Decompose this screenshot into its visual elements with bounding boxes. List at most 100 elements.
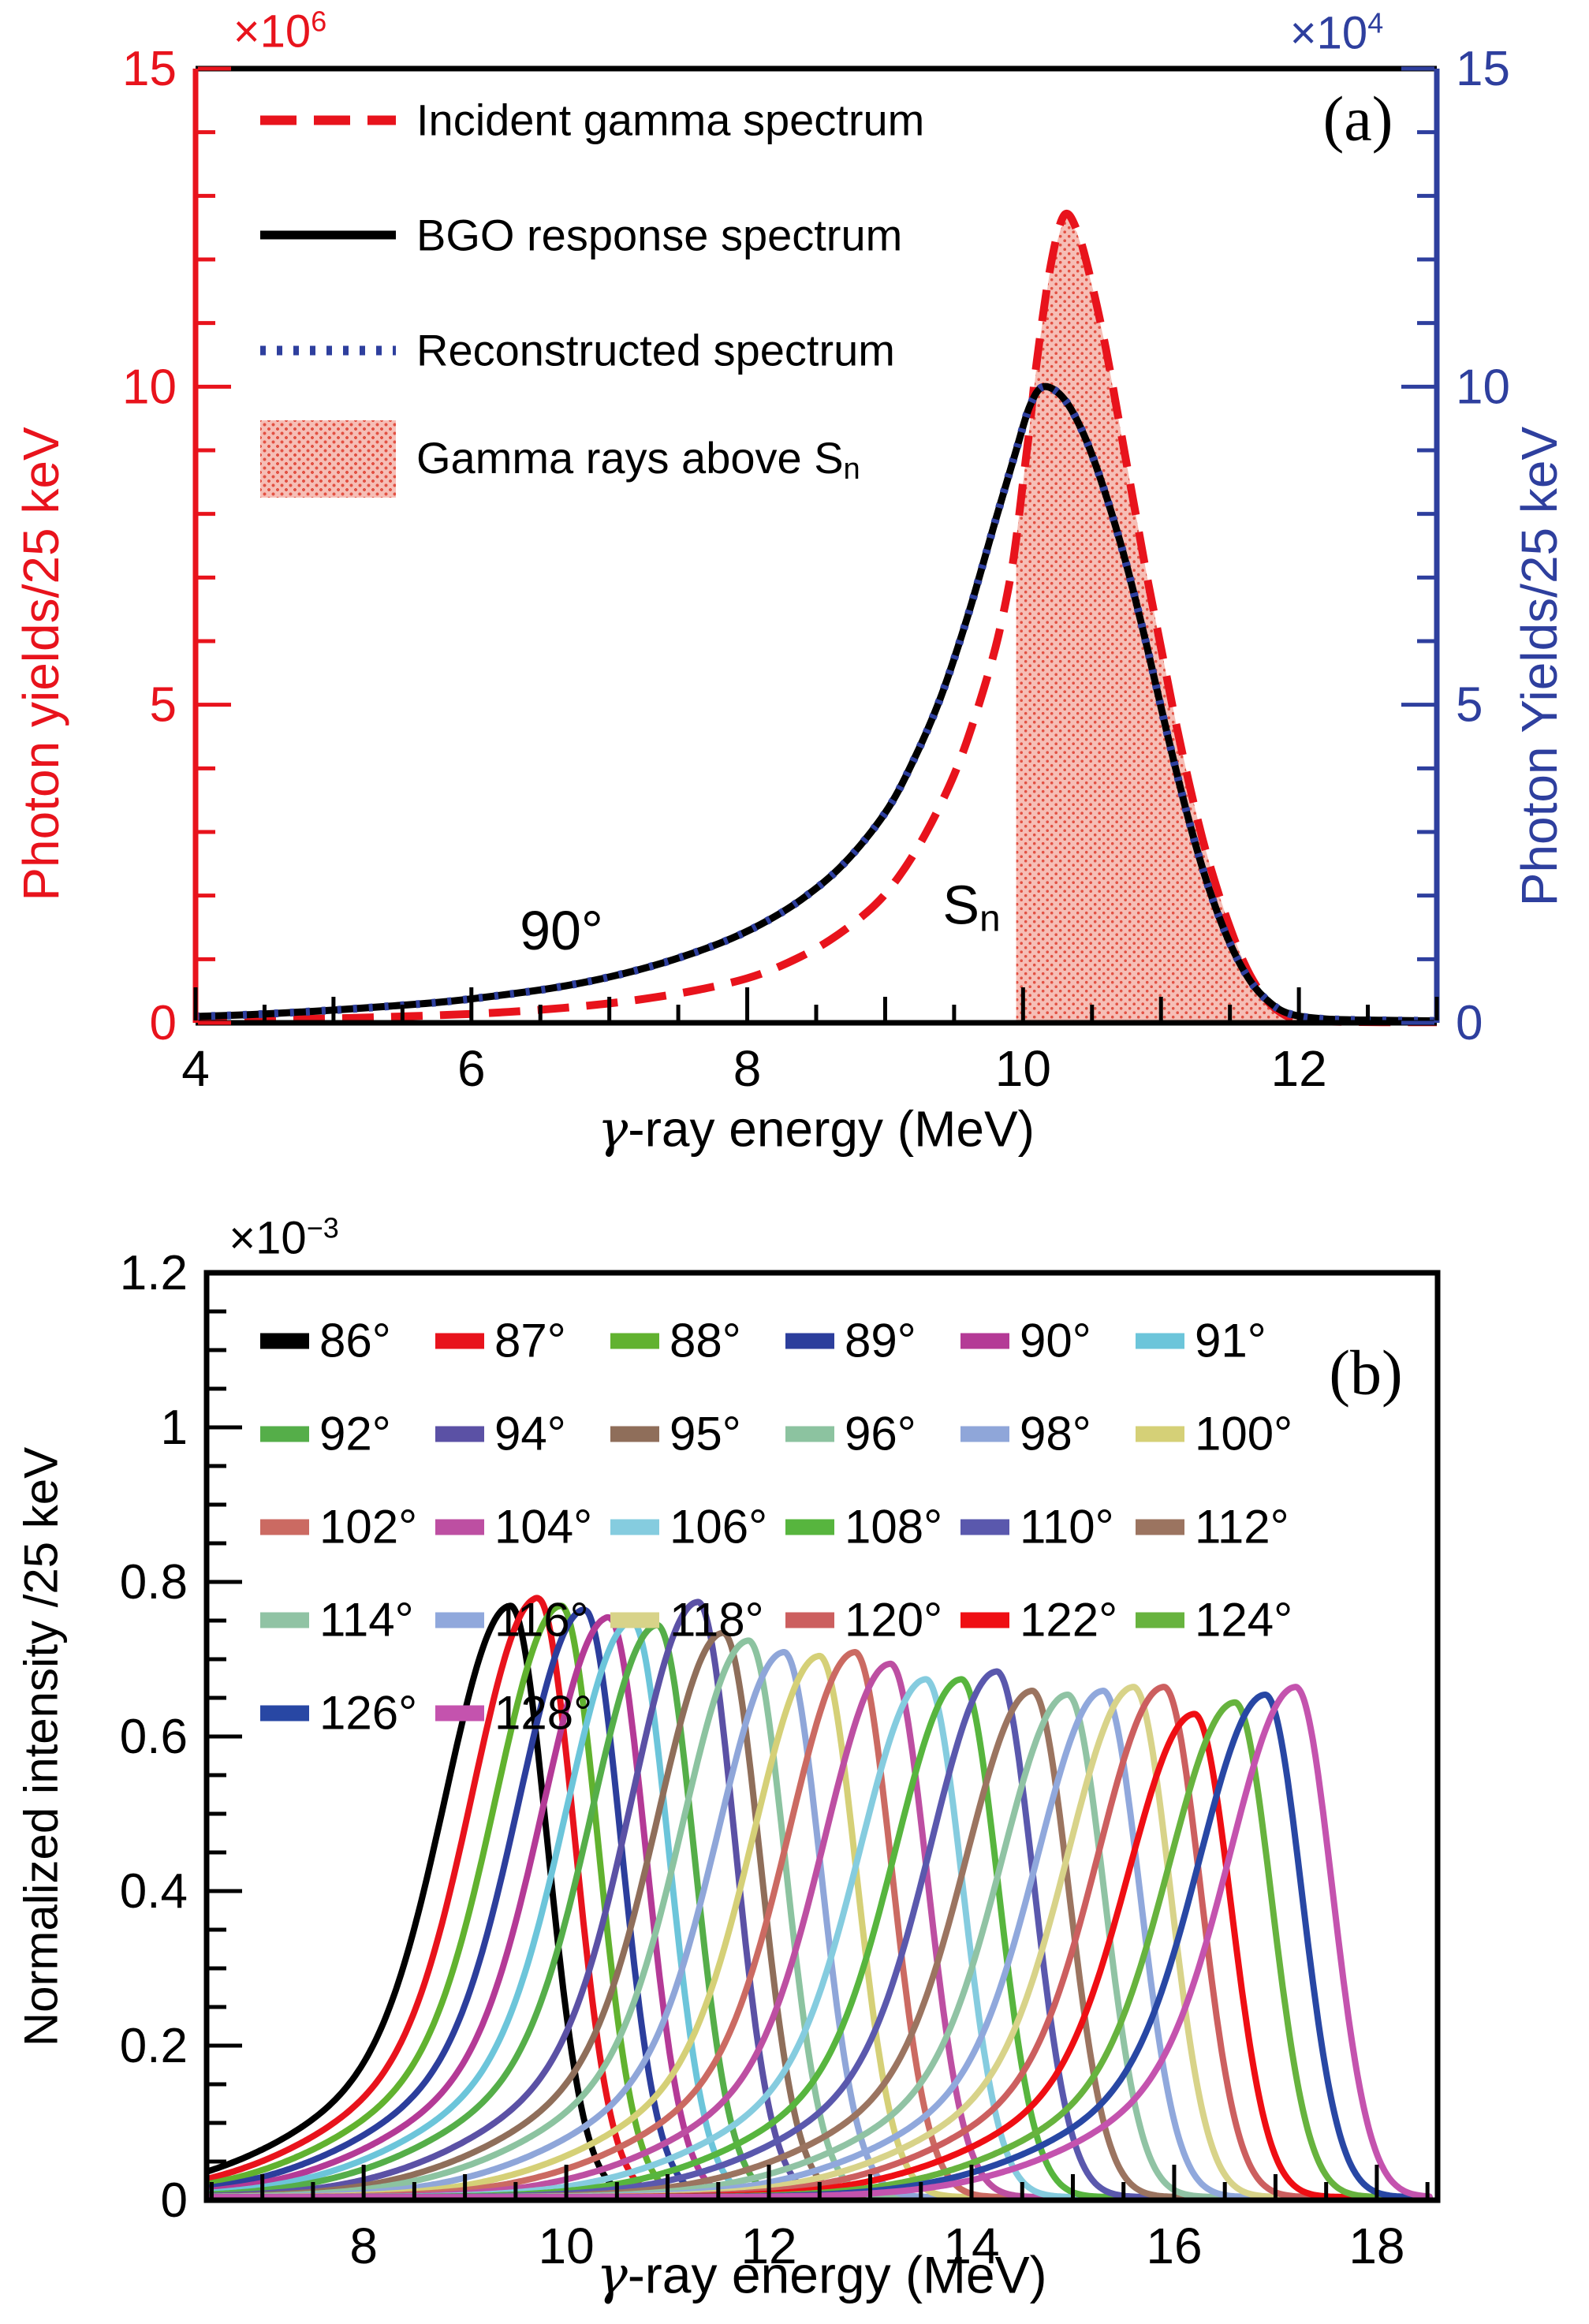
panel-a-angle-annotation: 90° [520, 900, 603, 961]
legend-item-126deg: 126° [260, 1686, 417, 1740]
legend-swatch [960, 1426, 1009, 1442]
legend-item-91deg: 91° [1136, 1314, 1266, 1368]
panel-a-right-tick-label: 15 [1456, 42, 1510, 96]
legend-label: 98° [1020, 1407, 1091, 1460]
legend-label: Incident gamma spectrum [416, 95, 925, 145]
legend-item-bgo-response: BGO response spectrum [260, 210, 902, 261]
panel-a-x-tick-label: 4 [181, 1040, 210, 1097]
legend-item-118deg: 118° [610, 1593, 764, 1647]
legend-item-95deg: 95° [610, 1407, 741, 1461]
legend-item-114deg: 114° [260, 1593, 414, 1647]
legend-label: 120° [845, 1593, 943, 1647]
legend-item-116deg: 116° [435, 1593, 589, 1647]
legend-label: 124° [1195, 1593, 1293, 1647]
panel-a-x-tick-label: 6 [457, 1040, 486, 1097]
legend-label: 110° [1020, 1500, 1114, 1554]
legend-item-128deg: 128° [435, 1686, 592, 1740]
legend-item-90deg: 90° [960, 1314, 1091, 1368]
legend-swatch [960, 1612, 1009, 1628]
legend-label: 100° [1195, 1407, 1293, 1460]
legend-swatch [1136, 1519, 1184, 1535]
incident-gamma-curve [195, 210, 1438, 1027]
legend-swatch [610, 1612, 659, 1628]
legend-label: 92° [319, 1407, 391, 1460]
panel-a-xlabel: γ-ray energy (MeV) [598, 1100, 1035, 1159]
panel-a-left-tick-label: 15 [122, 42, 177, 96]
panel-b-ylabel: Normalized intensity /25 keV [14, 1446, 68, 2047]
legend-item-98deg: 98° [960, 1407, 1091, 1461]
legend-label: 89° [845, 1314, 916, 1367]
legend-label: 95° [670, 1407, 741, 1460]
legend-swatch [260, 1612, 309, 1628]
legend-label: 126° [319, 1686, 418, 1740]
legend-label: Reconstructed spectrum [416, 325, 895, 375]
panel-b-x-tick-label: 12 [740, 2218, 796, 2274]
panel-b-xlabel: γ-ray energy (MeV) [596, 2244, 1047, 2306]
legend-label: 128° [494, 1686, 593, 1740]
legend-label: 96° [845, 1407, 916, 1460]
panel-b-scale: ×10−3 [229, 1211, 339, 1264]
legend-swatch [785, 1333, 834, 1349]
legend-swatch [435, 1426, 484, 1442]
panel-a-ylabel-right: Photon Yields/25 keV [1511, 426, 1568, 907]
legend-item-94deg: 94° [435, 1407, 566, 1461]
panel-a-x-tick-label: 12 [1271, 1040, 1327, 1097]
panel-b-y-tick-label: 0.2 [120, 2019, 188, 2073]
legend-item-108deg: 108° [785, 1500, 942, 1554]
legend-sample-solid [260, 230, 396, 240]
legend-swatch [435, 1333, 484, 1349]
panel-a-x-tick-label: 8 [733, 1040, 762, 1097]
legend-label: 88° [670, 1314, 741, 1367]
legend-label: 102° [319, 1500, 418, 1554]
panel-a-left-tick-label: 0 [150, 996, 177, 1050]
panel-b-y-tick-label: 0 [161, 2173, 188, 2228]
panel-a-sn-annotation: Sn [942, 874, 1001, 940]
legend-item-88deg: 88° [610, 1314, 741, 1368]
legend-item-104deg: 104° [435, 1500, 592, 1554]
legend-swatch [260, 1519, 309, 1535]
panel-b-x-tick-label: 14 [943, 2218, 999, 2274]
legend-item-86deg: 86° [260, 1314, 391, 1368]
legend-item-reconstructed: Reconstructed spectrum [260, 325, 895, 376]
panel-b-tag: (b) [1329, 1338, 1403, 1408]
legend-item-gamma-above-sn: Gamma rays above Sn [260, 420, 860, 498]
legend-item-87deg: 87° [435, 1314, 566, 1368]
legend-label: 87° [494, 1314, 566, 1367]
legend-swatch [1136, 1426, 1184, 1442]
panel-a-x-tick-label: 10 [995, 1040, 1051, 1097]
legend-swatch [260, 1333, 309, 1349]
panel-b-x-tick-label: 16 [1146, 2218, 1202, 2274]
legend-label: 86° [319, 1314, 391, 1367]
shaded-region-above-sn [1016, 217, 1306, 1023]
legend-swatch [260, 1426, 309, 1442]
legend-label: 94° [494, 1407, 566, 1460]
panel-a-right-tick-label: 0 [1456, 996, 1483, 1050]
panel-b-x-tick-label: 8 [349, 2218, 378, 2274]
panel-a-right-tick-label: 10 [1456, 360, 1510, 414]
legend-item-89deg: 89° [785, 1314, 916, 1368]
panel-a-right-tick-label: 5 [1456, 678, 1483, 733]
legend-item-112deg: 112° [1136, 1500, 1289, 1554]
panel-a-ylabel-left: Photon yields/25 keV [13, 427, 69, 901]
legend-item-124deg: 124° [1136, 1593, 1292, 1647]
legend-swatch [610, 1426, 659, 1442]
panel-b-y-tick-label: 1 [161, 1401, 188, 1455]
legend-label: BGO response spectrum [416, 210, 903, 260]
legend-swatch [435, 1519, 484, 1535]
panel-a-left-tick-label: 10 [122, 360, 177, 414]
legend-label: 112° [1195, 1500, 1289, 1554]
panel-b-y-tick-label: 0.4 [120, 1864, 188, 1919]
panel-b-y-tick-label: 0.8 [120, 1555, 188, 1610]
legend-label: 122° [1020, 1593, 1118, 1647]
legend-label: 91° [1195, 1314, 1266, 1367]
legend-sample-dashed [260, 115, 396, 125]
legend-label: 116° [494, 1593, 589, 1647]
legend-swatch [435, 1705, 484, 1721]
panel-a-left-tick-label: 5 [150, 678, 177, 733]
legend-swatch [610, 1519, 659, 1535]
legend-item-122deg: 122° [960, 1593, 1117, 1647]
panel-a-tag: (a) [1322, 84, 1393, 155]
reconstructed-curve [195, 382, 1438, 1025]
legend-swatch [1136, 1333, 1184, 1349]
